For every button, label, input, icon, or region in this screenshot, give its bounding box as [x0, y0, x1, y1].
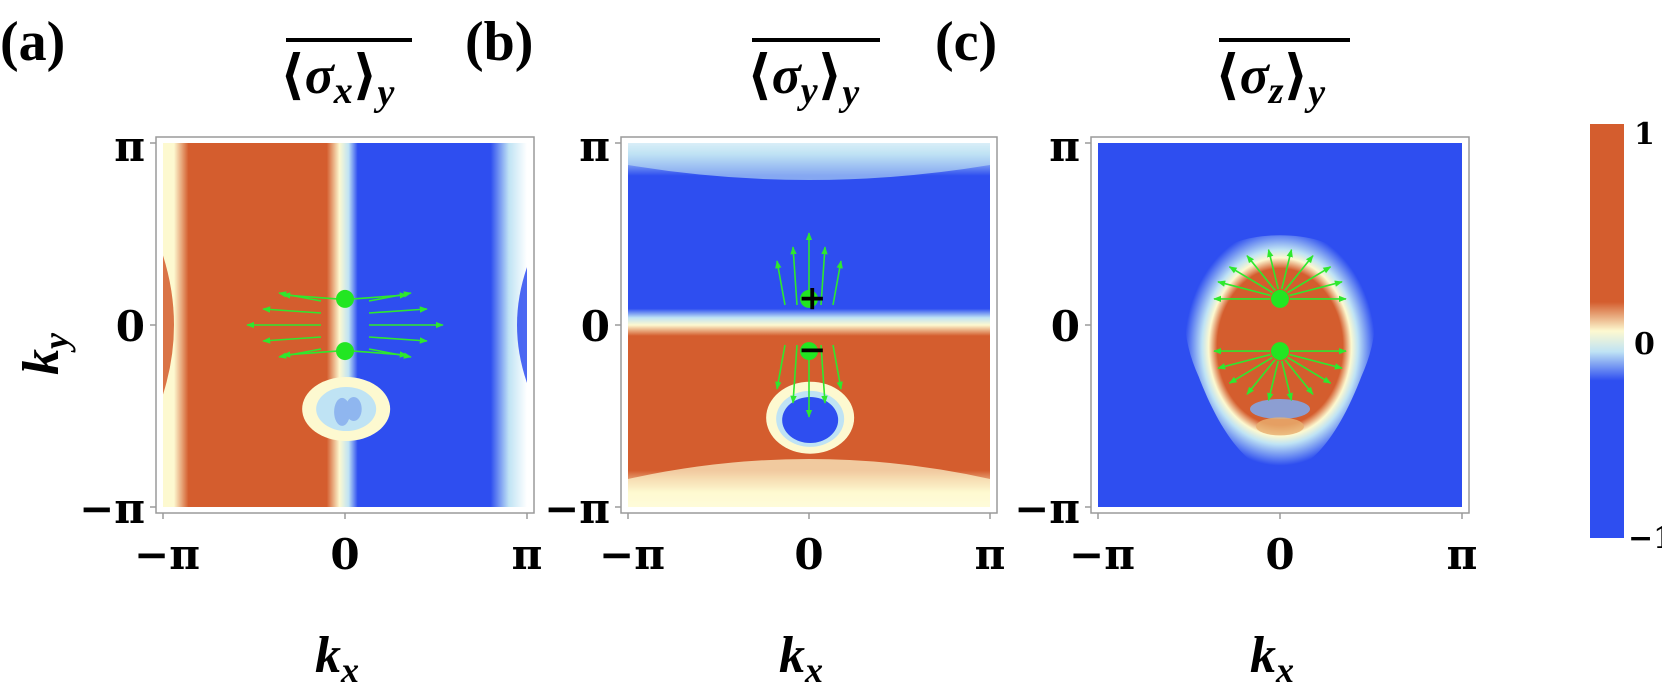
x-tick-label: 0	[1265, 530, 1294, 579]
panel-title: ⟨σz⟩y	[1215, 45, 1325, 114]
spin-arrow	[1287, 266, 1332, 294]
spin-arrow	[1284, 359, 1314, 395]
heatmap-feature	[517, 267, 527, 383]
x-axis-label: kx	[1250, 627, 1294, 690]
y-tick-label: 0	[581, 302, 610, 351]
heatmap-area	[1098, 143, 1462, 507]
chirality-sign: +	[798, 278, 827, 318]
x-tick-label: π	[512, 530, 543, 579]
panel-label: (b)	[465, 11, 533, 73]
axis-ticks	[1085, 142, 1463, 519]
spin-arrow	[1284, 255, 1314, 291]
heatmap-pocket	[1250, 399, 1310, 420]
spin-arrow	[820, 246, 828, 306]
axis-ticks	[615, 142, 991, 519]
panel-title: ⟨σy⟩y	[747, 45, 859, 114]
heatmap-pocket	[345, 397, 362, 422]
spin-arrow	[352, 350, 408, 358]
y-tick-label: π	[579, 122, 610, 171]
colorbar: 1 0 −1	[1590, 117, 1662, 556]
weyl-point-dot	[336, 342, 354, 361]
spin-arrow	[262, 336, 322, 344]
spin-arrow	[1228, 266, 1273, 294]
panel-a: −π 0 π π 0 −π kx (a) ⟨σx⟩y	[0, 11, 542, 690]
colorbar-gradient	[1590, 124, 1624, 538]
weyl-point-dot	[800, 289, 818, 308]
weyl-point-dot	[1271, 342, 1289, 361]
x-tick-label: −π	[1069, 530, 1135, 579]
y-tick-label: π	[114, 122, 145, 171]
spin-arrow	[1280, 360, 1293, 402]
panel-c: −π 0 π π 0 −π kx (c) ⟨σz⟩y	[935, 11, 1477, 690]
spin-arrow	[1217, 353, 1271, 370]
y-tick-label: 0	[116, 302, 145, 351]
panel-title: ⟨σx⟩y	[280, 45, 394, 114]
x-axis-label: kx	[779, 627, 823, 690]
spin-arrow	[1280, 248, 1293, 290]
spin-arrow	[1246, 255, 1276, 291]
heatmap-feature	[628, 459, 990, 507]
spin-arrow	[775, 260, 786, 306]
spin-arrow	[368, 306, 428, 314]
spin-arrow	[262, 306, 322, 314]
weyl-point-dot	[800, 342, 818, 361]
heatmap-pocket	[1256, 417, 1304, 436]
spin-texture	[1213, 248, 1347, 402]
panel-label: (a)	[0, 11, 65, 73]
spin-arrow	[832, 260, 843, 306]
heatmap-background	[163, 143, 527, 507]
heatmap-feature	[628, 143, 990, 180]
y-tick-label: −π	[1014, 484, 1080, 533]
spin-arrow	[282, 350, 338, 358]
spin-arrow	[1246, 359, 1276, 395]
spin-arrow	[368, 336, 428, 344]
y-axis-label: ky	[13, 332, 76, 375]
panel-b: + − −π 0 π π 0 −π kx (b) ⟨σy⟩y	[465, 11, 1005, 690]
spin-arrow	[1228, 356, 1273, 384]
panel-label: (c)	[935, 11, 997, 73]
x-axis-label: kx	[315, 627, 359, 690]
x-tick-label: π	[975, 530, 1006, 579]
heatmap-pocket	[782, 397, 839, 444]
weyl-point-dot	[336, 289, 354, 308]
colorbar-label-mid: 0	[1634, 327, 1655, 362]
y-tick-label: −π	[79, 484, 145, 533]
heatmap-area	[163, 143, 527, 507]
spin-arrow	[832, 344, 843, 390]
heatmap-feature	[163, 255, 174, 395]
spin-arrow	[282, 292, 338, 300]
spin-texture	[246, 291, 444, 359]
x-tick-label: −π	[134, 530, 200, 579]
y-tick-label: π	[1049, 122, 1080, 171]
y-tick-label: 0	[1051, 302, 1080, 351]
heatmap-pocket	[334, 397, 351, 426]
spin-arrow	[790, 344, 798, 404]
weyl-point-dot	[1271, 289, 1289, 308]
chirality-sign: −	[798, 330, 827, 370]
axis-ticks	[150, 142, 528, 519]
spin-arrow	[1217, 280, 1271, 297]
spin-arrow	[1267, 248, 1280, 290]
colorbar-label-min: −1	[1628, 521, 1662, 556]
spin-arrow	[1289, 353, 1343, 370]
spin-arrow	[352, 292, 408, 300]
x-tick-label: 0	[794, 530, 823, 579]
spin-texture	[775, 232, 843, 418]
spin-arrow	[1287, 356, 1332, 384]
spin-arrow	[820, 344, 828, 404]
spin-arrow	[790, 246, 798, 306]
x-tick-label: −π	[599, 530, 665, 579]
y-tick-label: −π	[544, 484, 610, 533]
x-tick-label: 0	[330, 530, 359, 579]
colorbar-label-max: 1	[1634, 117, 1655, 152]
spin-arrow	[1289, 280, 1343, 297]
x-tick-label: π	[1447, 530, 1478, 579]
spin-arrow	[1267, 360, 1280, 402]
spin-arrow	[775, 344, 786, 390]
heatmap-area	[628, 143, 990, 507]
